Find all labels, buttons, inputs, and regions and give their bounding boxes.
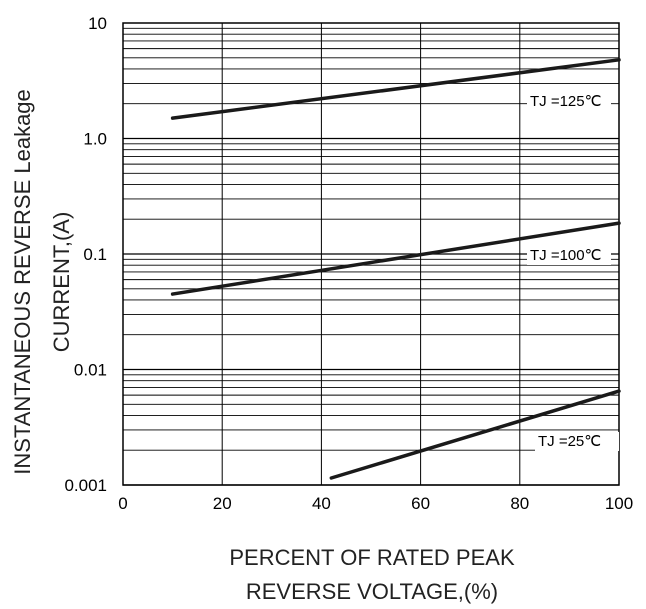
x-tick-labels: 0 20 40 60 80 100 xyxy=(118,494,633,513)
series-label-background xyxy=(527,246,611,265)
x-tick-label: 100 xyxy=(605,494,633,513)
series-line xyxy=(170,221,621,296)
x-tick-label: 40 xyxy=(312,494,331,513)
x-tick-label: 60 xyxy=(411,494,430,513)
series-line xyxy=(329,389,621,480)
y-axis-title-line2: CURRENT,(A) xyxy=(49,212,74,353)
x-axis-title-line1: PERCENT OF RATED PEAK xyxy=(229,545,515,570)
y-tick-label: 0.001 xyxy=(64,476,107,495)
y-tick-label: 0.1 xyxy=(83,245,107,264)
series-label-background xyxy=(527,92,611,111)
y-tick-label: 0.01 xyxy=(74,361,107,380)
series-label: TJ =25℃ xyxy=(538,433,601,450)
y-tick-label: 10 xyxy=(88,14,107,33)
x-tick-label: 80 xyxy=(510,494,529,513)
series-line xyxy=(170,58,621,120)
series-lines xyxy=(170,58,621,480)
series-label: TJ =125℃ xyxy=(530,93,601,110)
plot-frame xyxy=(122,22,620,486)
series-labels: TJ =125℃ TJ =100℃ TJ =25℃ xyxy=(527,92,619,451)
y-tick-labels: 10 1.0 0.1 0.01 0.001 xyxy=(64,14,107,495)
x-tick-label: 20 xyxy=(213,494,232,513)
x-axis-title-line2: REVERSE VOLTAGE,(%) xyxy=(246,579,498,604)
series-label: TJ =100℃ xyxy=(530,247,601,264)
y-axis-title-line1: INSTANTANEOUS REVERSE Leakage xyxy=(10,89,35,475)
series-label-background xyxy=(535,432,619,451)
x-tick-label: 0 xyxy=(118,494,127,513)
y-tick-label: 1.0 xyxy=(83,130,107,149)
